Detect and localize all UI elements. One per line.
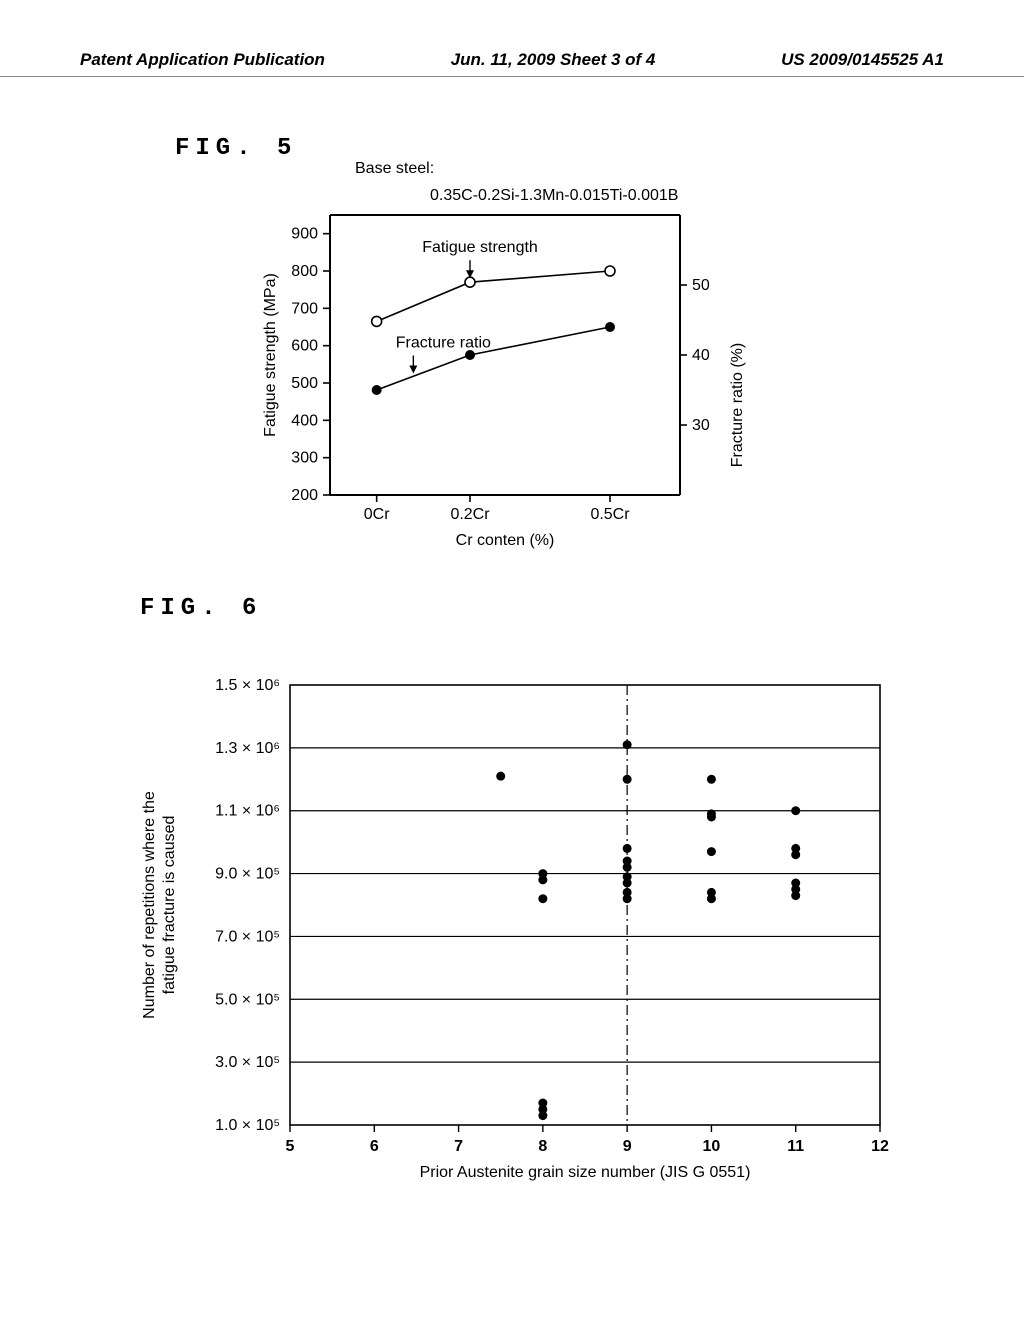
svg-text:30: 30 (692, 417, 710, 434)
svg-text:40: 40 (692, 347, 710, 364)
header-right: US 2009/0145525 A1 (781, 50, 944, 70)
svg-text:Fracture ratio (%): Fracture ratio (%) (729, 343, 746, 467)
svg-text:5: 5 (286, 1138, 295, 1155)
svg-text:Cr conten (%): Cr conten (%) (456, 532, 555, 549)
svg-text:3.0 × 10⁵: 3.0 × 10⁵ (215, 1054, 280, 1071)
svg-text:9.0 × 10⁵: 9.0 × 10⁵ (215, 866, 280, 883)
svg-text:0Cr: 0Cr (364, 506, 390, 523)
fig6-svg: 1.0 × 10⁵ 3.0 × 10⁵ 5.0 × 10⁵ 7.0 × 10⁵ 9.0 … (120, 665, 920, 1225)
svg-text:1.5 × 10⁶: 1.5 × 10⁶ (215, 677, 280, 694)
svg-text:0.35C-0.2Si-1.3Mn-0.015Ti-0.00: 0.35C-0.2Si-1.3Mn-0.015Ti-0.001B (430, 187, 678, 204)
svg-text:1.1 × 10⁶: 1.1 × 10⁶ (215, 803, 280, 820)
svg-text:300: 300 (291, 450, 318, 467)
svg-text:400: 400 (291, 412, 318, 429)
svg-text:Fracture ratio: Fracture ratio (396, 335, 491, 352)
svg-text:Fatigue strength: Fatigue strength (422, 239, 538, 256)
svg-text:0.2Cr: 0.2Cr (450, 506, 490, 523)
svg-text:700: 700 (291, 300, 318, 317)
fig5-chart: Base steel: 0.35C-0.2Si-1.3Mn-0.015Ti-0.0… (210, 155, 850, 555)
svg-text:50: 50 (692, 277, 710, 294)
svg-text:11: 11 (787, 1138, 804, 1155)
svg-text:900: 900 (291, 226, 318, 243)
fig5-svg: Base steel: 0.35C-0.2Si-1.3Mn-0.015Ti-0.0… (210, 155, 850, 555)
svg-text:200: 200 (291, 487, 318, 504)
svg-text:12: 12 (871, 1138, 889, 1155)
svg-text:600: 600 (291, 338, 318, 355)
svg-text:5.0 × 10⁵: 5.0 × 10⁵ (215, 991, 280, 1008)
svg-text:Fatigue strength (MPa): Fatigue strength (MPa) (262, 273, 279, 437)
svg-text:0.5Cr: 0.5Cr (590, 506, 630, 523)
svg-text:500: 500 (291, 375, 318, 392)
svg-text:fatigue fracture is caused: fatigue fracture is caused (161, 816, 178, 995)
svg-text:1.0 × 10⁵: 1.0 × 10⁵ (215, 1117, 280, 1134)
svg-text:7.0 × 10⁵: 7.0 × 10⁵ (215, 928, 280, 945)
header-left: Patent Application Publication (80, 50, 325, 70)
svg-text:Base steel:: Base steel: (355, 160, 434, 177)
svg-text:Prior Austenite grain size num: Prior Austenite grain size number (JIS G… (420, 1164, 751, 1181)
fig6-title: FIG. 6 (140, 595, 262, 622)
svg-text:9: 9 (623, 1138, 632, 1155)
fig6-chart: 1.0 × 10⁵ 3.0 × 10⁵ 5.0 × 10⁵ 7.0 × 10⁵ 9.0 … (120, 665, 920, 1225)
svg-text:Number of repetitions where th: Number of repetitions where the (141, 791, 158, 1019)
svg-text:7: 7 (454, 1138, 463, 1155)
svg-text:800: 800 (291, 263, 318, 280)
svg-text:1.3 × 10⁶: 1.3 × 10⁶ (215, 740, 280, 757)
svg-text:10: 10 (703, 1138, 721, 1155)
header-center: Jun. 11, 2009 Sheet 3 of 4 (451, 50, 656, 70)
page-header: Patent Application Publication Jun. 11, … (0, 50, 1024, 77)
svg-text:6: 6 (370, 1138, 379, 1155)
svg-text:8: 8 (538, 1138, 547, 1155)
